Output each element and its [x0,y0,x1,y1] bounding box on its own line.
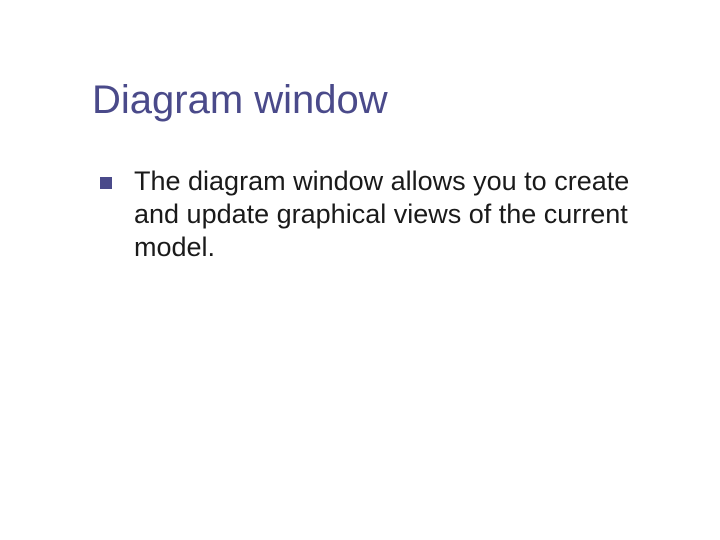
bullet-item: The diagram window allows you to create … [100,165,640,264]
slide: Diagram window The diagram window allows… [0,0,720,540]
slide-body: The diagram window allows you to create … [100,165,640,264]
bullet-text: The diagram window allows you to create … [134,165,640,264]
slide-title: Diagram window [92,78,388,122]
square-bullet-icon [100,177,112,189]
